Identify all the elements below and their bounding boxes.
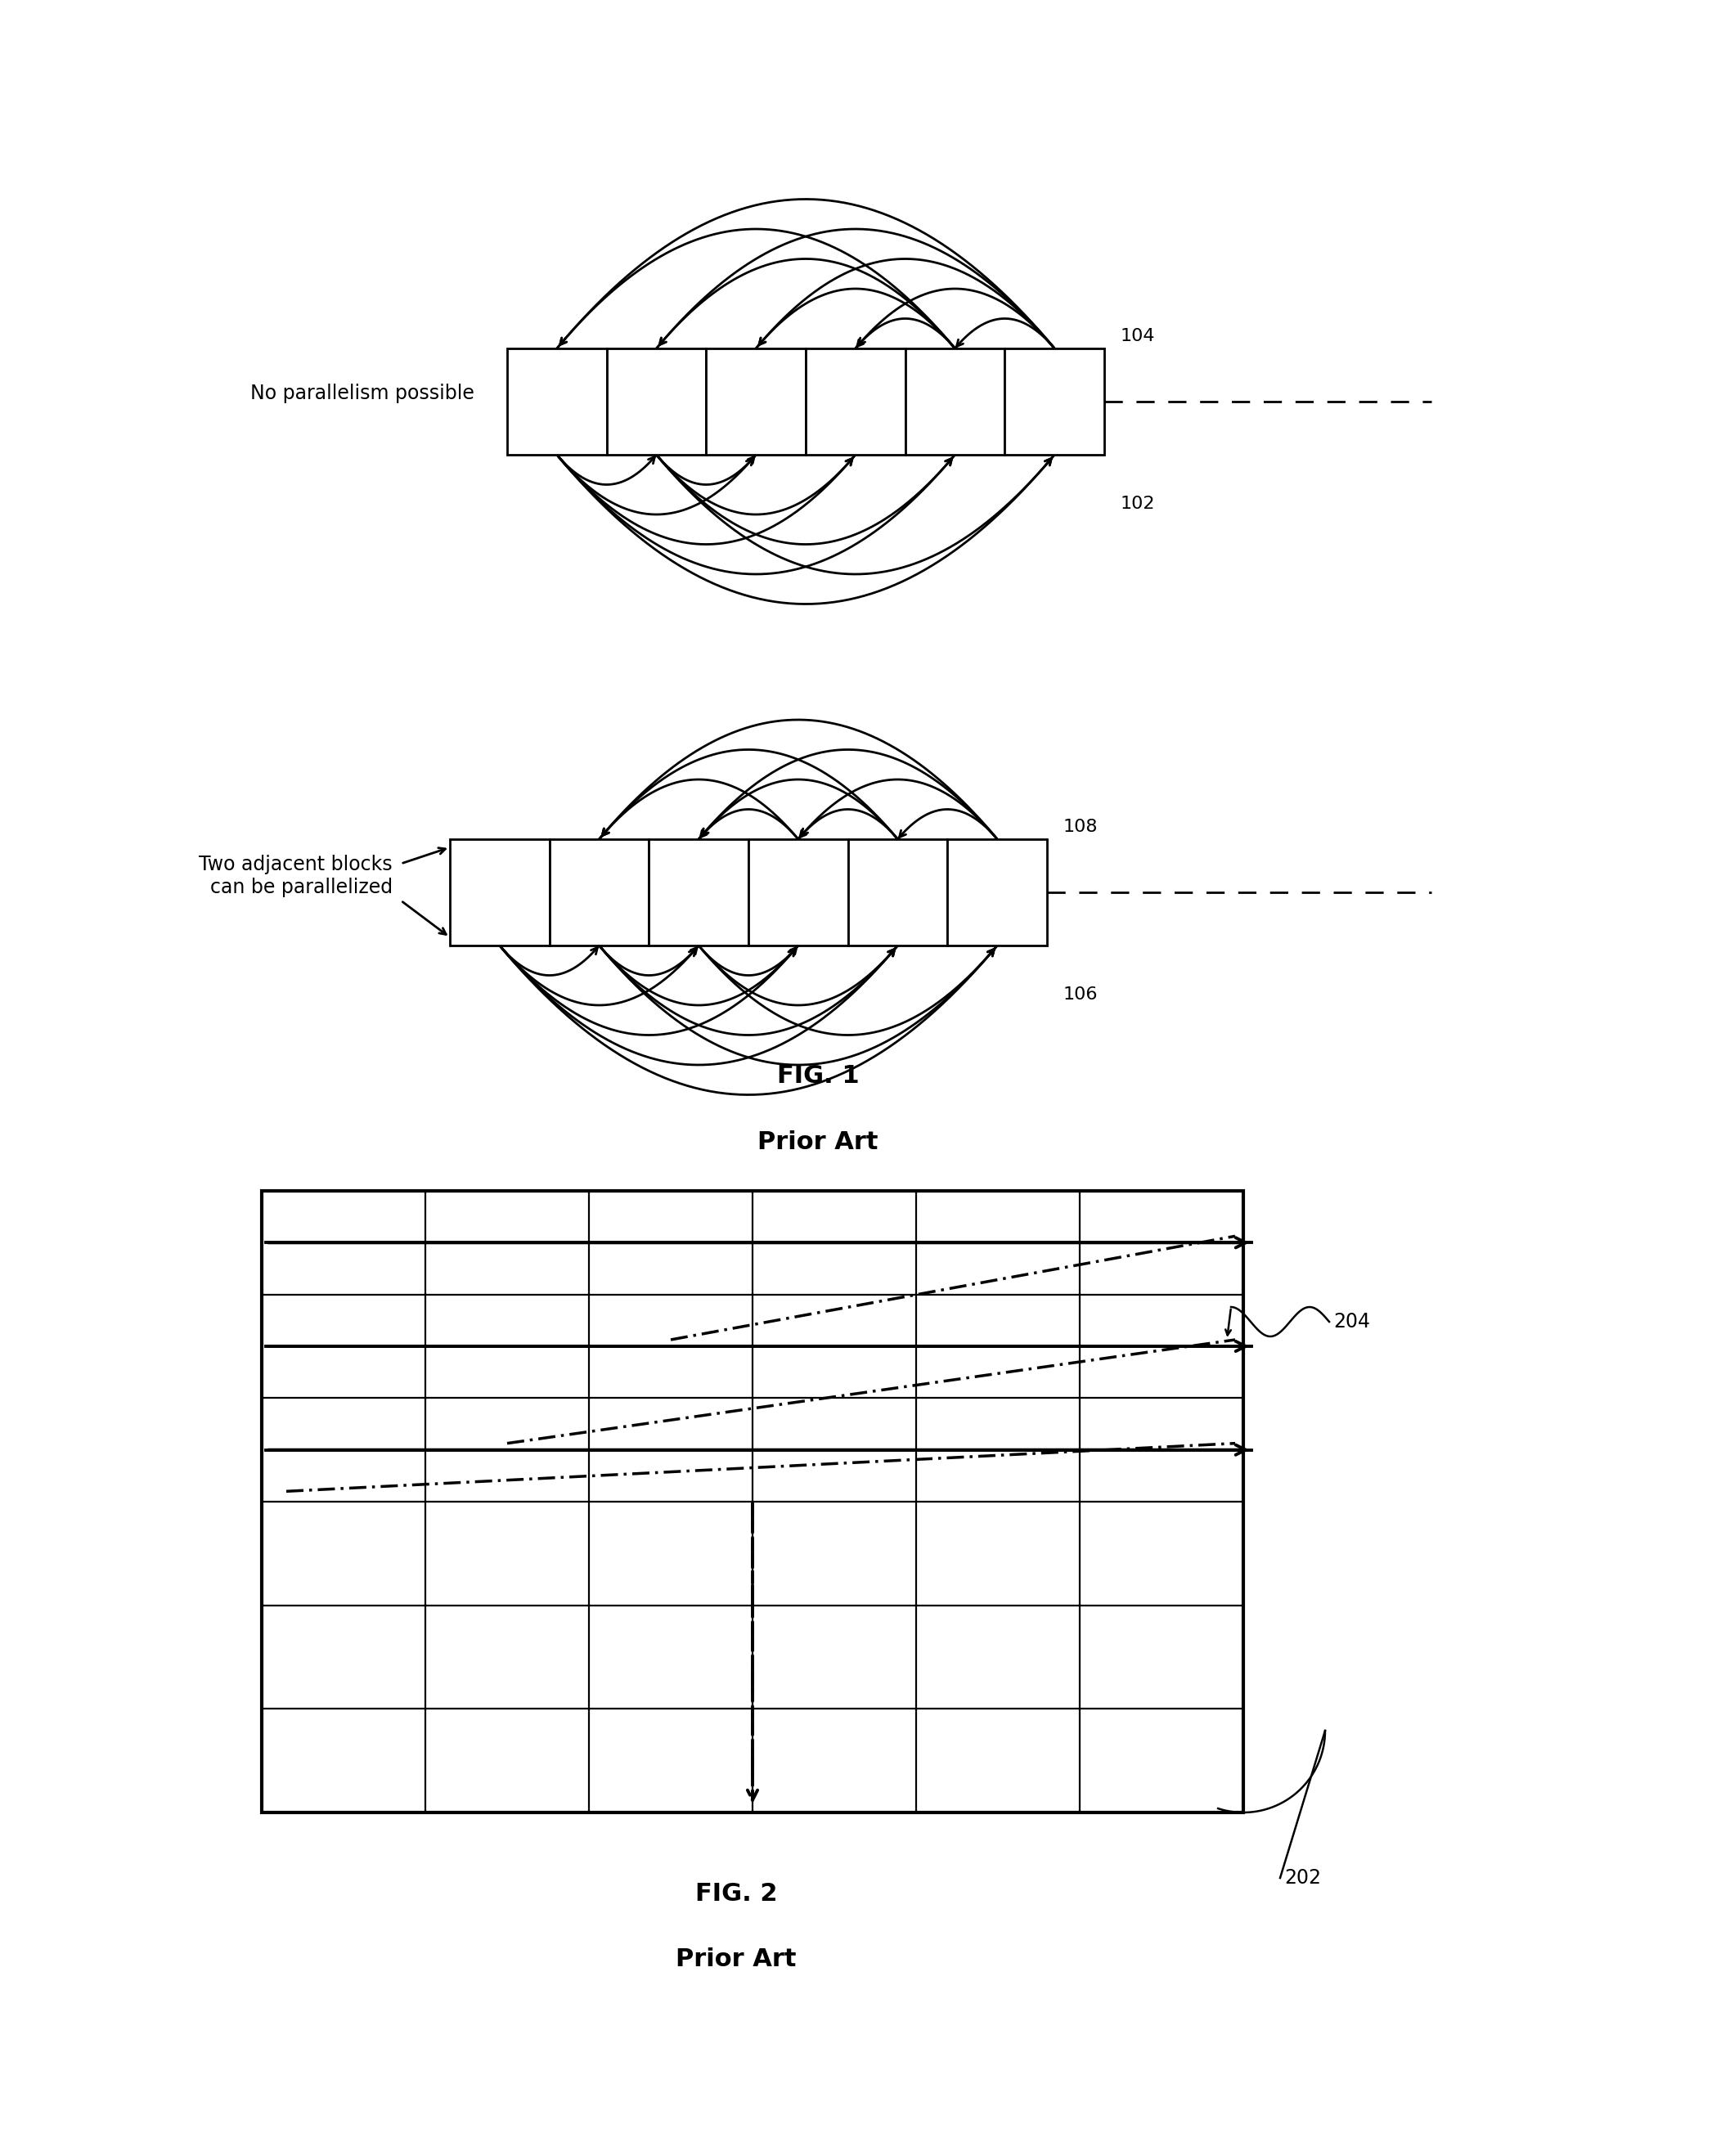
Bar: [705, 349, 806, 455]
Text: FIG. 1: FIG. 1: [777, 1065, 859, 1089]
Text: Two adjacent blocks
can be parallelized: Two adjacent blocks can be parallelized: [199, 854, 392, 897]
Text: Prior Art: Prior Art: [676, 1947, 796, 1971]
Bar: [649, 839, 748, 946]
Bar: [906, 349, 1005, 455]
Bar: [507, 349, 606, 455]
Text: 108: 108: [1063, 819, 1097, 834]
Text: 106: 106: [1063, 987, 1097, 1003]
Text: FIG. 2: FIG. 2: [695, 1882, 777, 1906]
Bar: [947, 839, 1048, 946]
Bar: [606, 349, 705, 455]
Bar: [550, 839, 649, 946]
Text: 202: 202: [1284, 1867, 1322, 1889]
Bar: [748, 839, 847, 946]
Text: 204: 204: [1334, 1311, 1370, 1332]
Text: 104: 104: [1121, 328, 1156, 345]
Text: Prior Art: Prior Art: [758, 1130, 878, 1153]
Bar: [262, 1190, 1243, 1813]
Bar: [806, 349, 906, 455]
Bar: [1005, 349, 1104, 455]
Bar: [450, 839, 550, 946]
Bar: [847, 839, 947, 946]
Text: 102: 102: [1121, 496, 1156, 511]
Text: No parallelism possible: No parallelism possible: [250, 384, 474, 403]
